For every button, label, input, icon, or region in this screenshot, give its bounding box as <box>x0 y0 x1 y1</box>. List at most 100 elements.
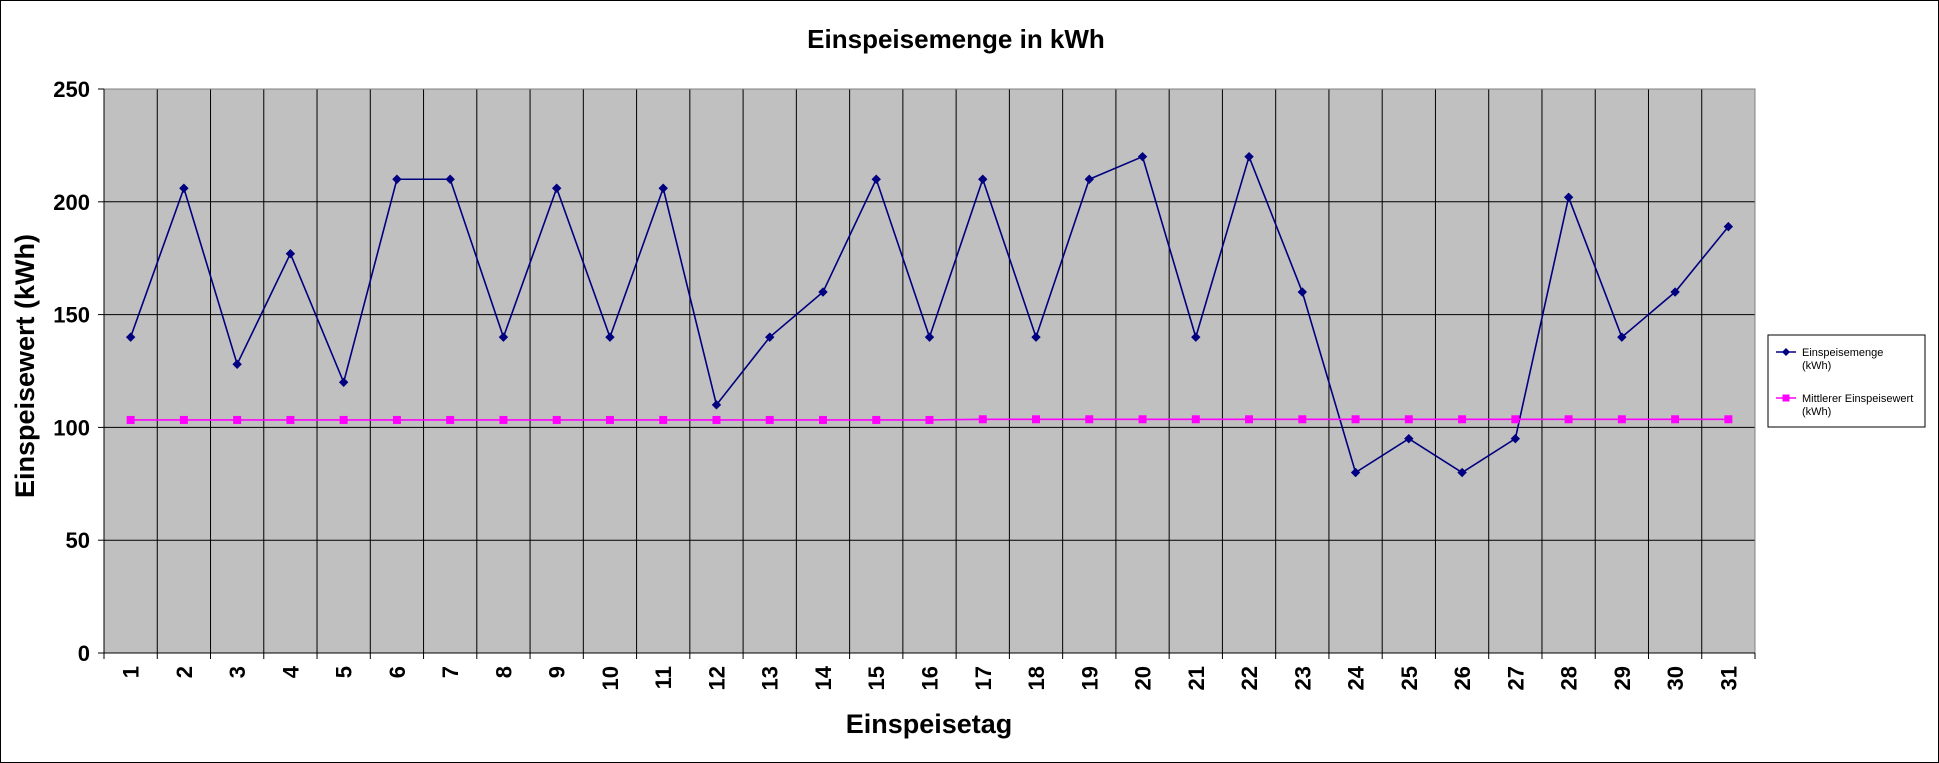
x-tick-label: 15 <box>864 666 889 690</box>
legend-label-unit: (kWh) <box>1802 360 1831 372</box>
x-tick-label: 21 <box>1184 666 1209 690</box>
y-tick-label: 50 <box>66 528 90 553</box>
legend-label-unit: (kWh) <box>1802 406 1831 418</box>
data-point <box>1351 415 1360 424</box>
data-point <box>1031 332 1041 342</box>
x-axis-title: Einspeisetag <box>846 709 1013 739</box>
data-point <box>871 174 881 184</box>
data-point <box>286 415 295 424</box>
y-tick-label: 250 <box>53 77 90 102</box>
x-tick-label: 31 <box>1716 666 1741 690</box>
data-point <box>1617 415 1626 424</box>
series-1 <box>125 151 1734 478</box>
data-point <box>658 183 668 193</box>
data-point <box>1404 433 1414 444</box>
legend-box <box>1767 334 1926 428</box>
data-point <box>1724 415 1733 424</box>
data-point <box>499 415 508 424</box>
data-point <box>978 415 987 424</box>
x-tick-label: 19 <box>1077 666 1102 690</box>
x-tick-label: 7 <box>438 666 463 678</box>
y-tick-label: 200 <box>53 190 90 215</box>
x-tick-label: 24 <box>1344 665 1369 690</box>
legend: Einspeisemenge(kWh)Mittlerer Einspeisewe… <box>1767 334 1926 428</box>
data-point <box>818 415 827 424</box>
data-point <box>1564 415 1573 424</box>
y-axis: 0 50 100 150 200 250 <box>53 77 105 666</box>
data-point <box>1191 415 1200 424</box>
data-point <box>179 415 188 424</box>
x-tick-label: 30 <box>1663 666 1688 690</box>
x-tick-label: 1 <box>119 666 144 678</box>
data-point <box>1511 415 1520 424</box>
series-layer <box>125 151 1734 478</box>
data-point <box>1032 415 1041 424</box>
data-point <box>179 183 189 193</box>
data-point <box>872 415 881 424</box>
data-point <box>339 415 348 424</box>
x-tick-label: 17 <box>971 666 996 690</box>
chart-title: Einspeisemenge in kWh <box>807 24 1105 54</box>
data-point <box>605 415 614 424</box>
data-point <box>446 415 455 424</box>
data-point <box>605 332 615 342</box>
y-tick-label: 0 <box>78 641 90 666</box>
x-axis: 1 2 3 4 5 6 7 8 9 10 11 12 13 14 15 16 17 18 19 20 21 22 23 24 2… <box>103 652 1756 690</box>
data-point <box>498 332 509 342</box>
x-tick-label: 29 <box>1610 666 1635 690</box>
x-tick-label: 22 <box>1237 666 1262 690</box>
data-point <box>392 415 401 424</box>
data-point <box>1085 415 1094 424</box>
data-point <box>392 174 402 184</box>
data-point <box>765 332 775 342</box>
data-point <box>659 415 668 424</box>
data-point <box>1298 415 1307 424</box>
x-tick-label: 14 <box>811 665 836 690</box>
data-point <box>1563 192 1574 202</box>
x-tick-label: 8 <box>491 666 516 678</box>
data-point <box>1617 332 1627 342</box>
x-tick-label: 27 <box>1503 666 1528 690</box>
x-tick-label: 26 <box>1450 666 1475 690</box>
vertical-gridlines <box>156 89 1703 653</box>
data-point <box>1510 433 1521 444</box>
legend-label: Mittlerer Einspeisewert <box>1802 393 1913 405</box>
data-point <box>445 174 455 184</box>
x-tick-label: 20 <box>1131 666 1156 690</box>
series-2 <box>126 415 1733 424</box>
x-tick-label: 5 <box>332 666 357 678</box>
x-tick-label: 6 <box>385 666 410 678</box>
x-tick-label: 9 <box>545 666 570 678</box>
plot-area <box>104 89 1755 653</box>
x-tick-label: 2 <box>172 666 197 678</box>
data-point <box>126 415 135 424</box>
x-tick-label: 4 <box>278 665 303 678</box>
data-point <box>285 248 296 259</box>
y-axis-title: Einspeisewert (kWh) <box>10 234 40 498</box>
data-point <box>712 415 721 424</box>
legend-swatch-marker <box>1782 348 1790 356</box>
x-tick-label: 25 <box>1397 666 1422 690</box>
data-point <box>552 415 561 424</box>
x-tick-label: 23 <box>1290 666 1315 690</box>
y-tick-label: 150 <box>53 303 90 328</box>
data-point <box>925 415 934 424</box>
data-point <box>1350 467 1361 478</box>
data-point <box>1245 415 1254 424</box>
data-point <box>1191 332 1201 342</box>
data-point <box>924 332 935 342</box>
data-point <box>1458 415 1467 424</box>
data-point <box>551 183 562 193</box>
data-point <box>125 332 136 342</box>
x-tick-label: 12 <box>704 666 729 690</box>
data-point <box>818 287 828 297</box>
data-point <box>1244 151 1254 162</box>
x-tick-label: 16 <box>918 666 943 690</box>
x-tick-label: 11 <box>651 666 676 689</box>
legend-swatch-marker <box>1782 394 1790 402</box>
data-point <box>1671 415 1680 424</box>
x-tick-label: 13 <box>758 666 783 690</box>
data-point <box>978 174 988 184</box>
data-point <box>232 359 242 369</box>
x-tick-label: 18 <box>1024 666 1049 690</box>
